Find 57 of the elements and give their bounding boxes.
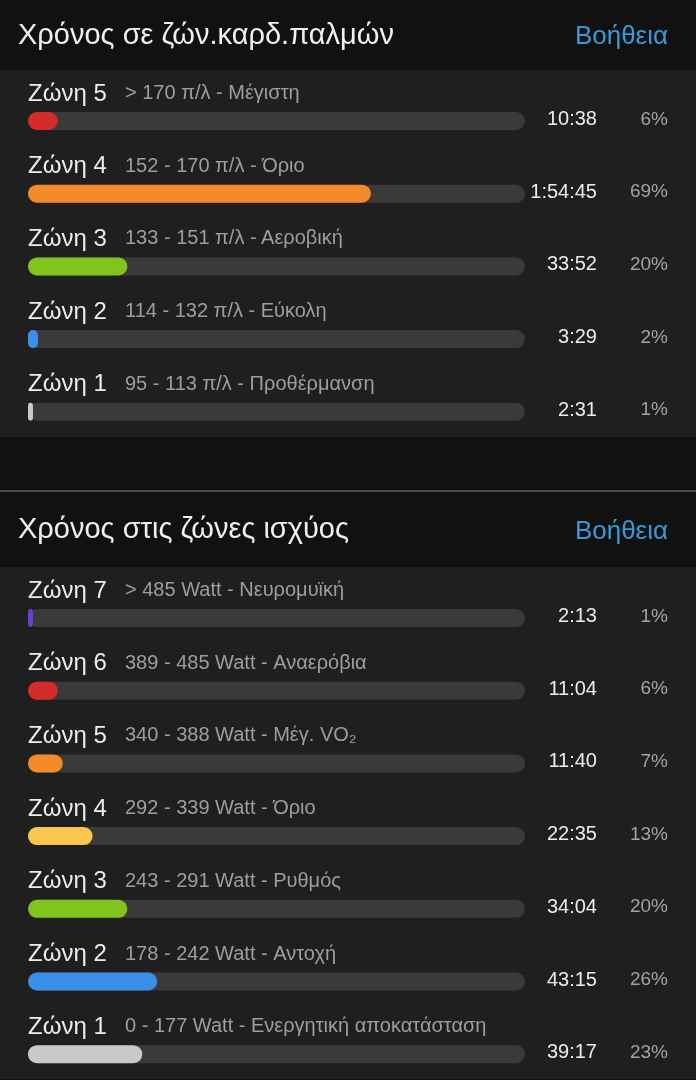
data-label: 20% [629,895,669,917]
text: 1:54:45 [530,179,597,202]
text: 43:15 [546,967,597,990]
data-label: 26% [629,968,669,989]
y-tick-label: Ζώνη 5 [28,720,107,748]
text: 3:29 [558,325,597,348]
annotation: 389 - 485 Watt - Αναερόβια [125,650,367,673]
text: 10:38 [546,107,597,129]
text: Βοήθεια [574,514,668,545]
annotation: > 170 π/λ - Μέγιστη [125,81,300,103]
annotation: 178 - 242 Watt - Αντοχή [125,941,337,964]
data-label: 1% [640,398,669,420]
text: 2:31 [558,397,597,420]
annotation: > 485 Watt - Νευρομυϊκή [125,578,345,600]
text: 22:35 [546,822,597,845]
bar [28,899,128,918]
annotation: 340 - 388 Watt - Μέγ. VO₂ [125,723,357,746]
y-tick-label: Ζώνη 4 [28,151,107,179]
bar [28,827,93,846]
bar [28,972,158,991]
data-label: 2% [640,325,669,347]
text: 11:04 [548,676,597,699]
data-label: 6% [640,107,669,129]
text: 2:13 [558,604,597,626]
y-tick-label: Ζώνη 2 [28,296,107,324]
annotation: 243 - 291 Watt - Ρυθμός [125,868,342,891]
data-label: 6% [640,677,669,699]
annotation: 95 - 113 π/λ - Προθέρμανση [125,371,375,394]
y-tick-label: Ζώνη 2 [28,939,107,966]
data-label: 69% [629,180,669,202]
text: 33:52 [546,252,597,275]
chart-title: Χρόνος στις ζώνες ισχύος [18,512,349,544]
data-label: 20% [629,252,669,274]
data-label: 13% [629,822,669,844]
y-tick-label: Ζώνη 3 [28,866,107,894]
text: 11:40 [548,749,597,772]
data-label: 7% [640,749,669,771]
data-label: 23% [629,1040,669,1062]
y-tick-label: Ζώνη 7 [28,575,107,603]
annotation: 292 - 339 Watt - Όριο [125,796,316,819]
text: Βοήθεια [574,20,668,50]
annotation: 114 - 132 π/λ - Εύκολη [125,299,327,322]
y-tick-label: Ζώνη 6 [28,648,107,676]
y-tick-label: Ζώνη 1 [28,1011,107,1039]
y-tick-label: Ζώνη 3 [28,223,107,251]
y-tick-label: Ζώνη 1 [28,369,107,397]
bar [28,1045,143,1064]
annotation: 0 - 177 Watt - Ενεργητική αποκατάσταση [125,1014,487,1037]
chart-title: Χρόνος σε ζών.καρδ.παλμών [18,17,394,50]
text: 39:17 [546,1040,597,1063]
data-label: 1% [640,604,669,626]
y-tick-label: Ζώνη 4 [28,793,107,821]
annotation: 152 - 170 π/λ - Όριο [125,153,305,176]
y-tick-label: Ζώνη 5 [28,78,107,106]
text: 34:04 [546,894,597,917]
bar [28,257,128,276]
annotation: 133 - 151 π/λ - Αεροβική [125,226,343,249]
